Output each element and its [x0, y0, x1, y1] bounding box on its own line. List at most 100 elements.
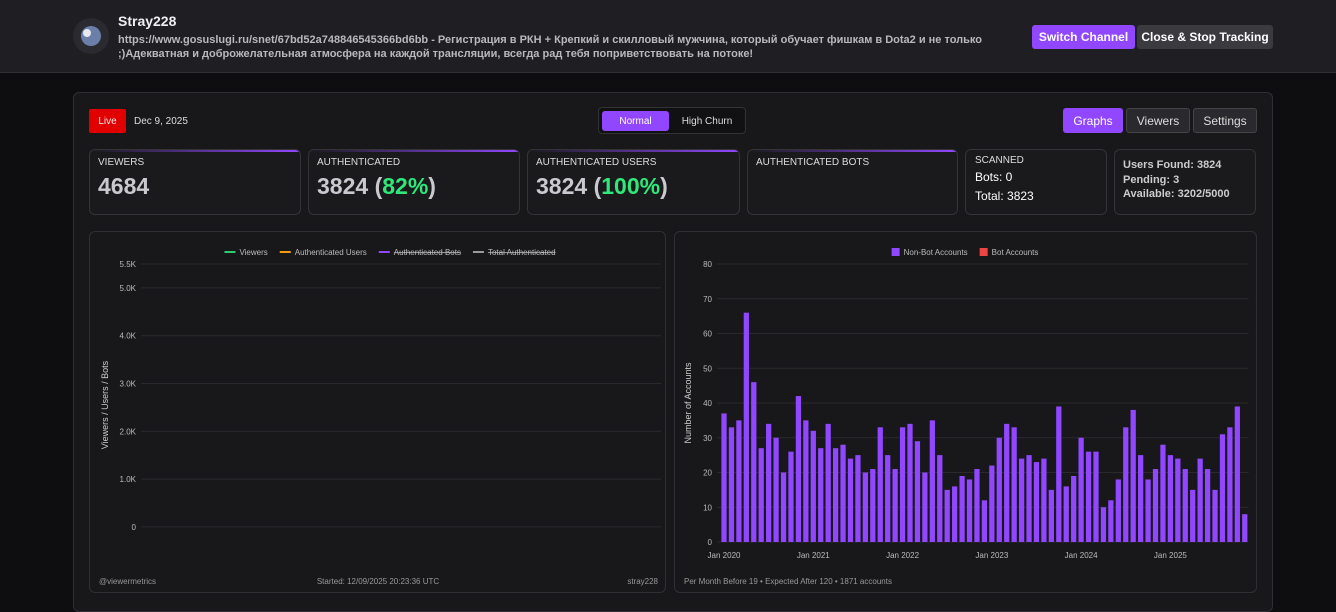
chart-footer: Started: 12/09/2025 20:23:36 UTC — [317, 577, 440, 586]
bar — [1145, 479, 1151, 542]
description: https://www.gosuslugi.ru/snet/67bd52a748… — [118, 34, 982, 60]
bar — [996, 437, 1002, 542]
y-tick-label: 30 — [703, 434, 712, 443]
bar — [1182, 469, 1188, 542]
bar — [899, 427, 906, 542]
bar — [1108, 500, 1114, 542]
stat-card: AUTHENTICATED 3824 (82%) — [308, 149, 520, 215]
bar — [937, 455, 943, 542]
y-tick-label: 5.5K — [120, 260, 137, 269]
bar — [1138, 455, 1144, 542]
x-tick-label: Jan 2022 — [886, 551, 919, 560]
stat-value: 3824 (100%) — [536, 173, 731, 200]
bar — [788, 451, 794, 542]
bar — [728, 427, 735, 542]
legend-label: Authenticated Bots — [394, 248, 461, 257]
y-tick-label: 1.0K — [120, 475, 137, 484]
date: Dec 9, 2025 — [134, 116, 188, 127]
bar — [855, 455, 861, 542]
chart: 0 1.0K 2.0K 3.0K 4.0K 5.0K 5.5K Viewers / Users… — [99, 248, 661, 586]
legend-label: Non-Bot Accounts — [904, 248, 968, 257]
bar — [989, 465, 995, 542]
bar — [907, 423, 913, 542]
bar — [959, 475, 965, 542]
total: Total: 3823 — [975, 189, 1034, 203]
bar — [1212, 489, 1218, 542]
mode-button[interactable]: Normal — [602, 111, 669, 131]
chart-footer: stray228 — [627, 577, 658, 586]
stat-label: AUTHENTICATED — [317, 157, 401, 168]
bots: Bots: 0 — [975, 170, 1013, 184]
bar — [1078, 437, 1084, 542]
bar — [1085, 451, 1092, 542]
bar — [1011, 427, 1017, 542]
legend-swatch — [891, 248, 900, 256]
stat-label: SCANNED — [975, 155, 1024, 166]
live-badge: Live — [89, 109, 126, 133]
tab-button[interactable]: Viewers — [1126, 108, 1190, 133]
bar — [1063, 486, 1069, 542]
x-tick-label: Jan 2024 — [1065, 551, 1098, 560]
bar — [780, 472, 787, 542]
users-found: Users Found: 3824 — [1123, 159, 1222, 171]
bar — [1175, 458, 1181, 542]
bar — [981, 500, 988, 542]
stop-button[interactable]: Close & Stop Tracking — [1137, 25, 1273, 49]
tab-button[interactable]: Graphs — [1063, 108, 1123, 133]
bar — [840, 444, 846, 542]
switch-button[interactable]: Switch Channel — [1032, 25, 1135, 49]
bar — [766, 423, 772, 542]
x-tick-label: Jan 2020 — [708, 551, 741, 560]
tab-button[interactable]: Settings — [1193, 108, 1257, 133]
y-tick-label: 0 — [708, 538, 713, 547]
bar — [721, 413, 727, 542]
bar — [832, 448, 839, 542]
bar — [1204, 469, 1211, 542]
percent: 82% — [382, 173, 429, 199]
bar — [1219, 434, 1226, 542]
chart: 0 10 20 30 40 50 60 70 80 Number of Accounts Non-B… — [683, 248, 1249, 586]
bar — [1004, 423, 1010, 542]
bar — [1056, 406, 1062, 542]
header: Stray228 https://www.gosuslugi.ru/snet/6… — [0, 0, 1336, 73]
legend-label: Viewers — [239, 248, 267, 257]
stat-label: AUTHENTICATED BOTS — [756, 157, 870, 168]
bar — [810, 430, 816, 542]
bar — [966, 479, 973, 542]
pending: Pending: 3 — [1123, 173, 1180, 186]
channel-name: Stray228 — [118, 13, 177, 29]
stat-value: 4684 — [98, 173, 150, 199]
chart-footer: @viewermetrics — [99, 577, 156, 586]
paren: ) — [660, 173, 668, 199]
bar — [1160, 444, 1166, 542]
paren: ( — [374, 173, 383, 199]
bar — [1123, 427, 1129, 542]
bar — [751, 382, 757, 542]
chart-panel: 0 1.0K 2.0K 3.0K 4.0K 5.0K 5.5K Viewers / Users… — [89, 231, 666, 593]
legend-label: Total Authenticated — [488, 248, 556, 257]
bar — [1130, 409, 1136, 542]
chart-panel: 0 10 20 30 40 50 60 70 80 Number of Accounts Non-B… — [674, 231, 1257, 593]
stat-card: SCANNED Bots: 0 Total: 3823 — [965, 149, 1107, 215]
bar — [929, 420, 935, 542]
legend-label: Authenticated Users — [295, 248, 367, 257]
x-tick-label: Jan 2025 — [1154, 551, 1187, 560]
bar — [1152, 469, 1159, 542]
mode-button[interactable]: High Churn — [681, 115, 733, 127]
chart-footer: Per Month Before 19 • Expected After 120… — [684, 577, 892, 586]
bar — [825, 423, 831, 542]
bar — [1190, 489, 1196, 542]
bar — [795, 396, 802, 542]
paren: ( — [593, 173, 602, 199]
bar — [1048, 489, 1054, 542]
bar — [944, 489, 950, 542]
bar — [877, 427, 883, 542]
y-tick-label: 0 — [132, 523, 137, 532]
paren: ) — [428, 173, 436, 199]
bar — [1197, 458, 1203, 542]
y-tick-label: 2.0K — [120, 427, 137, 436]
bar — [758, 448, 764, 542]
bar — [914, 441, 921, 542]
value: 3824 — [536, 173, 588, 199]
